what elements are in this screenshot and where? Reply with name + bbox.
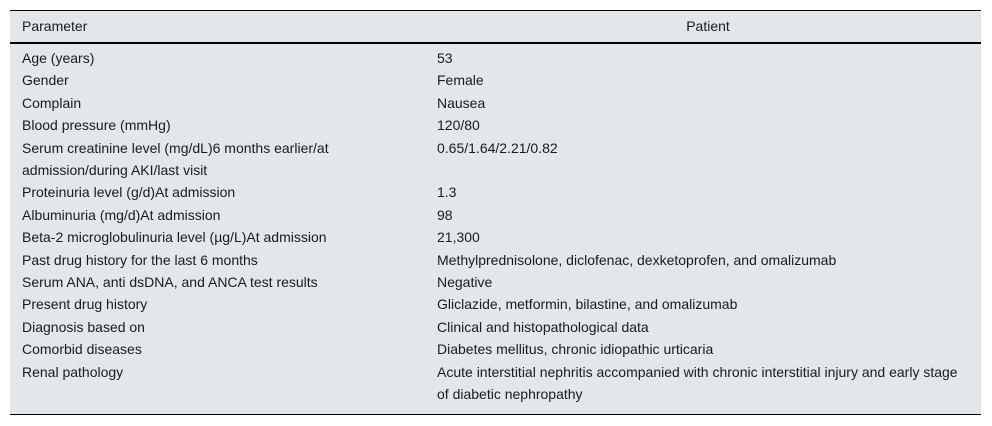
parameter-cell: Diagnosis based on <box>22 318 145 335</box>
patient-parameter-table: Parameter Patient Age (years) 53 Gender Fem… <box>10 10 981 415</box>
patient-value-cell: Diabetes mellitus, chronic idiopathic ur… <box>437 341 714 358</box>
patient-parameter-table-wrap: Parameter Patient Age (years) 53 Gender Fem… <box>10 10 981 415</box>
table-row: Beta-2 microglobulinuria level (µg/L)At … <box>10 226 981 248</box>
table-row: Present drug history Gliclazide, metformi… <box>10 293 981 315</box>
parameter-cell: Past drug history for the last 6 months <box>22 251 258 268</box>
table-row: Diagnosis based on Clinical and histopath… <box>10 316 981 338</box>
table-row: Blood pressure (mmHg) 120/80 <box>10 114 981 136</box>
patient-value-cell: 0.65/1.64/2.21/0.82 <box>437 139 558 156</box>
patient-value-cell: Acute interstitial nephritis accompanied… <box>437 363 958 403</box>
patient-value-cell: Clinical and histopathological data <box>437 318 649 335</box>
parameter-cell: Gender <box>22 72 69 89</box>
parameter-cell: Proteinuria level (g/d)At admission <box>22 184 236 201</box>
table-row: Gender Female <box>10 69 981 91</box>
table-row: Comorbid diseases Diabetes mellitus, chro… <box>10 338 981 360</box>
table-row: Past drug history for the last 6 months M… <box>10 249 981 271</box>
parameter-cell: Albuminuria (mg/d)At admission <box>22 206 221 223</box>
patient-value-cell: Negative <box>437 274 493 291</box>
patient-value-cell: 1.3 <box>437 184 457 201</box>
table-row: Renal pathology Acute interstitial nephri… <box>10 361 981 414</box>
patient-value-cell: Female <box>437 72 484 89</box>
patient-value-cell: 53 <box>437 50 453 66</box>
table-body: Age (years) 53 Gender Female Complain Nausea B… <box>10 43 981 414</box>
table-header-row: Parameter Patient <box>10 10 981 44</box>
patient-value-cell: 21,300 <box>437 229 480 246</box>
table-row: Serum ANA, anti dsDNA, and ANCA test res… <box>10 271 981 293</box>
parameter-cell: Serum creatinine level (mg/dL)6 months e… <box>22 139 329 179</box>
patient-value-cell: 120/80 <box>437 117 480 134</box>
column-header-parameter: Parameter <box>10 10 435 44</box>
parameter-cell: Blood pressure (mmHg) <box>22 117 171 134</box>
table-row: Age (years) 53 <box>10 43 981 69</box>
parameter-cell: Complain <box>22 94 82 111</box>
parameter-cell: Serum ANA, anti dsDNA, and ANCA test res… <box>22 274 318 291</box>
patient-value-cell: Nausea <box>437 94 486 111</box>
table-row: Complain Nausea <box>10 92 981 114</box>
parameter-cell: Beta-2 microglobulinuria level (µg/L)At … <box>22 229 327 246</box>
parameter-cell: Comorbid diseases <box>22 341 142 358</box>
table-row: Albuminuria (mg/d)At admission 98 <box>10 204 981 226</box>
column-header-patient: Patient <box>435 10 981 44</box>
parameter-cell: Present drug history <box>22 296 148 313</box>
table-row: Serum creatinine level (mg/dL)6 months e… <box>10 137 981 182</box>
table-row: Proteinuria level (g/d)At admission 1.3 <box>10 181 981 203</box>
parameter-cell: Age (years) <box>22 50 95 66</box>
parameter-cell: Renal pathology <box>22 363 124 380</box>
patient-value-cell: Gliclazide, metformin, bilastine, and om… <box>437 296 738 313</box>
patient-value-cell: Methylprednisolone, diclofenac, dexketop… <box>437 251 837 268</box>
patient-value-cell: 98 <box>437 206 453 223</box>
